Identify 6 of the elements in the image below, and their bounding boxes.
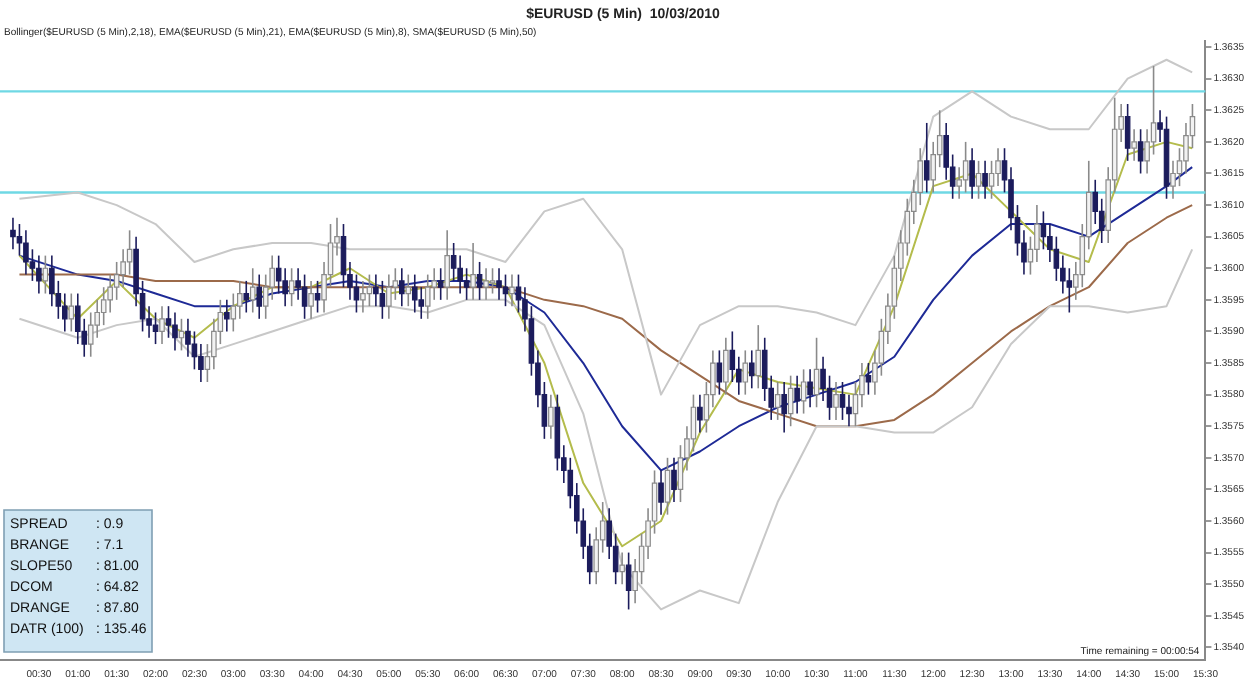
candlestick [444, 229, 450, 301]
candlestick [496, 267, 502, 301]
candlestick [1131, 128, 1137, 162]
candlestick [483, 267, 489, 301]
candlestick [969, 147, 975, 200]
candlestick [833, 381, 839, 421]
